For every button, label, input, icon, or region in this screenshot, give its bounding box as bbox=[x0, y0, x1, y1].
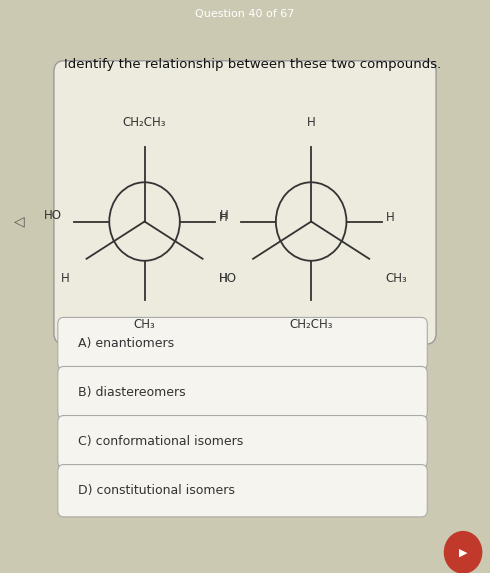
Text: H: H bbox=[219, 272, 228, 285]
Text: CH₂CH₃: CH₂CH₃ bbox=[123, 116, 166, 129]
Text: H: H bbox=[219, 211, 228, 224]
Text: D) constitutional isomers: D) constitutional isomers bbox=[78, 484, 235, 497]
Text: H: H bbox=[307, 116, 316, 129]
Text: CH₃: CH₃ bbox=[134, 319, 155, 331]
Circle shape bbox=[276, 182, 346, 261]
FancyBboxPatch shape bbox=[58, 465, 427, 517]
Text: A) enantiomers: A) enantiomers bbox=[78, 337, 174, 350]
Text: H: H bbox=[386, 211, 394, 224]
Text: C) conformational isomers: C) conformational isomers bbox=[78, 435, 244, 448]
Text: CH₂CH₃: CH₂CH₃ bbox=[290, 319, 333, 331]
Text: CH₃: CH₃ bbox=[386, 272, 408, 285]
Text: Identify the relationship between these two compounds.: Identify the relationship between these … bbox=[64, 58, 441, 71]
Text: HO: HO bbox=[44, 209, 62, 222]
FancyBboxPatch shape bbox=[58, 317, 427, 370]
Text: ◁: ◁ bbox=[14, 214, 25, 229]
Text: H: H bbox=[220, 209, 228, 222]
Text: ▶: ▶ bbox=[459, 547, 467, 558]
FancyBboxPatch shape bbox=[58, 367, 427, 419]
Text: Question 40 of 67: Question 40 of 67 bbox=[196, 9, 294, 19]
Circle shape bbox=[109, 182, 180, 261]
Text: HO: HO bbox=[219, 272, 237, 285]
FancyBboxPatch shape bbox=[54, 61, 436, 344]
FancyBboxPatch shape bbox=[58, 415, 427, 468]
Text: H: H bbox=[61, 272, 70, 285]
Circle shape bbox=[444, 532, 482, 573]
Text: B) diastereomers: B) diastereomers bbox=[78, 386, 186, 399]
